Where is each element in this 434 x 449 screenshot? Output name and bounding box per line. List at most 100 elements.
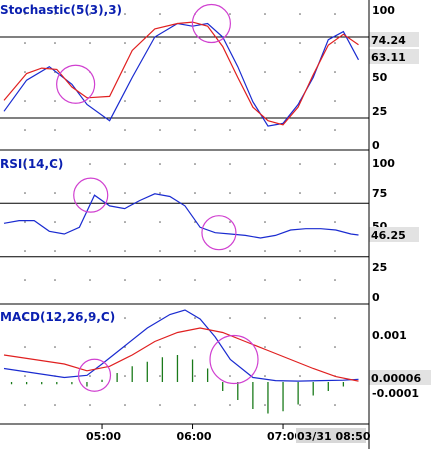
stochastic-grid-dot bbox=[299, 13, 301, 15]
macd-tick-label: 0.001 bbox=[372, 329, 407, 342]
rsi-grid-dot bbox=[24, 163, 26, 165]
stochastic-value-badge-bg bbox=[369, 32, 419, 47]
stochastic-d-line bbox=[3, 21, 359, 126]
macd-grid-dot bbox=[89, 375, 91, 377]
macd-grid-dot bbox=[334, 317, 336, 319]
macd-grid-dot bbox=[229, 404, 231, 406]
stochastic-grid-dot bbox=[159, 71, 161, 73]
macd-grid-dot bbox=[194, 375, 196, 377]
stochastic-value-badge-bg bbox=[369, 49, 419, 64]
rsi-grid-dot bbox=[159, 163, 161, 165]
rsi-grid-dot bbox=[299, 192, 301, 194]
stochastic-grid-dot bbox=[124, 71, 126, 73]
stochastic-tick-label: 100 bbox=[372, 4, 395, 17]
stochastic-grid-dot bbox=[54, 129, 56, 131]
stochastic-grid-dot bbox=[54, 42, 56, 44]
stochastic-grid-dot bbox=[159, 100, 161, 102]
macd-grid-dot bbox=[264, 317, 266, 319]
time-axis-label: 06:00 bbox=[177, 430, 212, 443]
macd-highlight-circle bbox=[209, 334, 259, 385]
macd-grid-dot bbox=[194, 346, 196, 348]
rsi-grid-dot bbox=[54, 279, 56, 281]
macd-grid-dot bbox=[54, 404, 56, 406]
macd-grid-dot bbox=[264, 346, 266, 348]
stochastic-grid-dot bbox=[264, 129, 266, 131]
stochastic-grid-dot bbox=[334, 129, 336, 131]
rsi-grid-dot bbox=[229, 279, 231, 281]
stochastic-highlight-circle bbox=[191, 3, 231, 44]
rsi-grid-dot bbox=[89, 250, 91, 252]
rsi-grid-dot bbox=[159, 279, 161, 281]
stochastic-grid-dot bbox=[89, 129, 91, 131]
stochastic-grid-dot bbox=[54, 13, 56, 15]
stochastic-grid-dot bbox=[24, 71, 26, 73]
rsi-grid-dot bbox=[299, 250, 301, 252]
macd-tick-label: -0.0001 bbox=[372, 387, 419, 400]
stochastic-grid-dot bbox=[124, 42, 126, 44]
stochastic-grid-dot bbox=[334, 13, 336, 15]
macd-grid-dot bbox=[229, 346, 231, 348]
rsi-grid-dot bbox=[124, 192, 126, 194]
stochastic-tick-label: 0 bbox=[372, 139, 380, 152]
current-time-label: 03/31 08:50 bbox=[297, 430, 371, 443]
stochastic-grid-dot bbox=[229, 71, 231, 73]
rsi-value-badge-bg bbox=[369, 227, 419, 242]
stochastic-grid-dot bbox=[124, 13, 126, 15]
rsi-grid-dot bbox=[24, 192, 26, 194]
rsi-grid-dot bbox=[54, 163, 56, 165]
stochastic-value-badge: 63.11 bbox=[371, 51, 406, 64]
stochastic-grid-dot bbox=[24, 129, 26, 131]
stochastic-grid-dot bbox=[194, 129, 196, 131]
rsi-grid-dot bbox=[229, 192, 231, 194]
stochastic-grid-dot bbox=[159, 42, 161, 44]
macd-grid-dot bbox=[264, 404, 266, 406]
macd-grid-dot bbox=[159, 404, 161, 406]
stochastic-grid-dot bbox=[264, 71, 266, 73]
rsi-highlight-circle bbox=[73, 177, 109, 213]
stochastic-grid-dot bbox=[299, 71, 301, 73]
stochastic-value-badge: 74.24 bbox=[371, 34, 406, 47]
stochastic-grid-dot bbox=[194, 42, 196, 44]
rsi-grid-dot bbox=[334, 163, 336, 165]
stochastic-grid-dot bbox=[229, 100, 231, 102]
stochastic-grid-dot bbox=[194, 71, 196, 73]
macd-grid-dot bbox=[194, 404, 196, 406]
rsi-grid-dot bbox=[299, 163, 301, 165]
macd-grid-dot bbox=[124, 375, 126, 377]
rsi-grid-dot bbox=[124, 279, 126, 281]
stochastic-grid-dot bbox=[194, 100, 196, 102]
macd-grid-dot bbox=[299, 346, 301, 348]
macd-grid-dot bbox=[299, 404, 301, 406]
stochastic-grid-dot bbox=[334, 71, 336, 73]
macd-grid-dot bbox=[24, 346, 26, 348]
rsi-grid-dot bbox=[24, 250, 26, 252]
rsi-grid-dot bbox=[334, 192, 336, 194]
macd-grid-dot bbox=[159, 317, 161, 319]
stochastic-grid-dot bbox=[24, 13, 26, 15]
rsi-grid-dot bbox=[264, 250, 266, 252]
macd-grid-dot bbox=[124, 317, 126, 319]
stochastic-grid-dot bbox=[264, 100, 266, 102]
stochastic-grid-dot bbox=[124, 129, 126, 131]
stochastic-title: Stochastic(5(3),3) bbox=[0, 3, 122, 17]
macd-grid-dot bbox=[89, 404, 91, 406]
stochastic-grid-dot bbox=[299, 42, 301, 44]
rsi-grid-dot bbox=[264, 192, 266, 194]
macd-highlight-circle bbox=[77, 358, 112, 392]
rsi-grid-dot bbox=[159, 192, 161, 194]
rsi-highlight-circle bbox=[201, 215, 237, 251]
rsi-grid-dot bbox=[89, 192, 91, 194]
stochastic-grid-dot bbox=[124, 100, 126, 102]
stochastic-grid-dot bbox=[159, 129, 161, 131]
rsi-grid-dot bbox=[159, 221, 161, 223]
macd-line bbox=[3, 309, 359, 382]
rsi-grid-dot bbox=[264, 163, 266, 165]
rsi-title: RSI(14,C) bbox=[0, 157, 63, 171]
stochastic-grid-dot bbox=[264, 42, 266, 44]
rsi-grid-dot bbox=[89, 221, 91, 223]
stochastic-grid-dot bbox=[229, 129, 231, 131]
rsi-grid-dot bbox=[54, 221, 56, 223]
macd-grid-dot bbox=[229, 375, 231, 377]
rsi-grid-dot bbox=[54, 192, 56, 194]
